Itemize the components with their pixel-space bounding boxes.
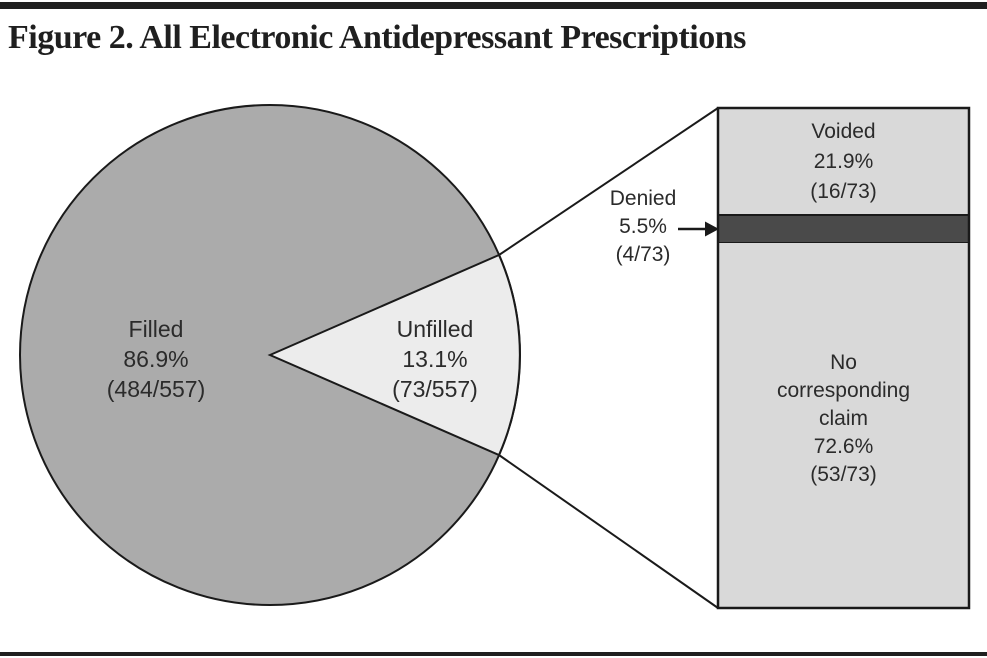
pie-label-unfilled: Unfilled 13.1% (73/557) — [335, 314, 535, 404]
unfilled-name: Unfilled — [396, 316, 474, 342]
no-claim-line2: corresponding — [776, 379, 911, 402]
filled-fraction: (484/557) — [106, 376, 206, 402]
bar-label-no-corresponding-claim: No corresponding claim 72.6% (53/73) — [743, 349, 944, 489]
unfilled-fraction: (73/557) — [392, 376, 478, 402]
callout-line-bottom — [498, 454, 719, 609]
filled-name: Filled — [128, 316, 184, 342]
bar-segment-voided — [718, 108, 969, 215]
denied-fraction: (4/73) — [615, 243, 671, 266]
figure-title: Figure 2. All Electronic Antidepressant … — [8, 19, 746, 56]
pie-label-filled: Filled 86.9% (484/557) — [56, 314, 256, 404]
top-rule-divider — [0, 2, 987, 9]
bar-outline — [716, 106, 971, 610]
pie-slice-unfilled — [267, 253, 521, 457]
denied-name: Denied — [609, 187, 677, 210]
bar-label-voided: Voided 21.9% (16/73) — [743, 117, 944, 207]
voided-percent: 21.9% — [813, 150, 874, 173]
denied-arrow-icon — [678, 221, 719, 237]
bar-segment-denied — [717, 214, 970, 244]
no-claim-line3: claim — [818, 407, 868, 430]
bar-label-denied: Denied 5.5% (4/73) — [578, 185, 708, 269]
denied-percent: 5.5% — [619, 215, 667, 238]
no-claim-line1: No — [830, 351, 857, 374]
callout-line-top — [498, 107, 719, 256]
bar-segment-no-claim — [718, 243, 969, 608]
filled-percent: 86.9% — [123, 346, 189, 372]
no-claim-percent: 72.6% — [813, 435, 874, 458]
bottom-rule-divider — [0, 652, 987, 656]
no-claim-fraction: (53/73) — [810, 463, 877, 486]
voided-fraction: (16/73) — [810, 180, 877, 203]
voided-name: Voided — [811, 120, 876, 143]
unfilled-percent: 13.1% — [402, 346, 468, 372]
